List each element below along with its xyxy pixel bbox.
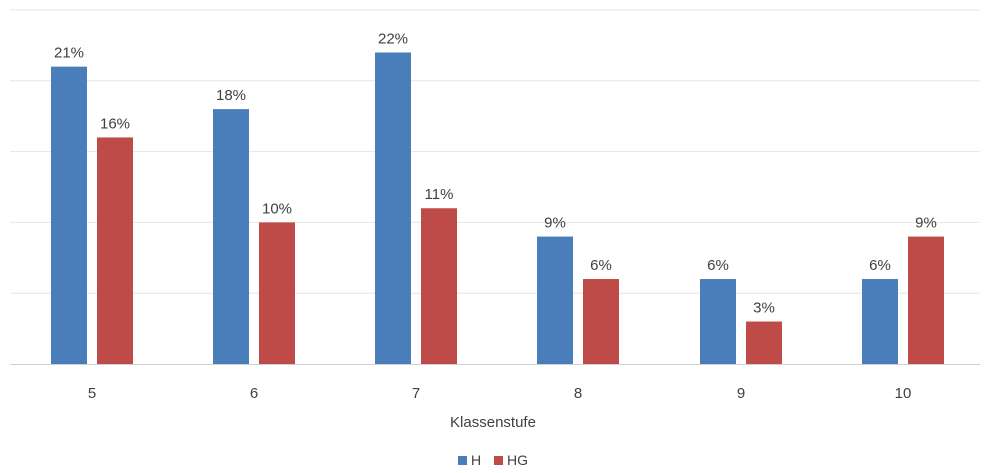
bar-hg-5	[97, 137, 133, 364]
data-labels: 21% 16% 18% 10% 22% 11% 9% 6% 6% 3% 6% 9%	[54, 30, 937, 316]
legend: H HG	[458, 452, 528, 468]
bar-h-6	[213, 109, 249, 365]
bar-h-5	[51, 66, 87, 364]
data-label-h-8: 9%	[544, 215, 566, 232]
bar-h-8	[537, 236, 573, 364]
x-tick-labels: 5 6 7 8 9 10	[88, 385, 912, 402]
x-tick-label: 6	[250, 385, 258, 402]
bar-hg-6	[259, 222, 295, 364]
data-label-hg-7: 11%	[425, 186, 454, 203]
x-tick-label: 10	[895, 385, 912, 402]
bar-hg-7	[421, 208, 457, 364]
x-tick-label: 8	[574, 385, 582, 402]
legend-swatch-h	[458, 456, 467, 465]
x-tick-label: 9	[737, 385, 745, 402]
legend-swatch-hg	[494, 456, 503, 465]
bar-hg-9	[746, 321, 782, 364]
bars	[51, 52, 944, 365]
x-tick-label: 5	[88, 385, 96, 402]
data-label-h-6: 18%	[216, 87, 246, 104]
bar-hg-8	[583, 279, 619, 364]
x-axis-title: Klassenstufe	[450, 414, 536, 431]
bar-h-10	[862, 279, 898, 364]
legend-label-hg: HG	[507, 452, 528, 468]
data-label-hg-9: 3%	[753, 300, 775, 317]
gridlines	[10, 9, 980, 294]
data-label-h-10: 6%	[869, 257, 891, 274]
data-label-h-5: 21%	[54, 45, 84, 62]
bar-hg-10	[908, 236, 944, 364]
data-label-h-7: 22%	[378, 30, 408, 47]
data-label-hg-8: 6%	[590, 257, 612, 274]
data-label-hg-6: 10%	[262, 200, 292, 217]
data-label-hg-10: 9%	[915, 215, 937, 232]
bar-h-7	[375, 52, 411, 364]
x-tick-label: 7	[412, 385, 420, 402]
bar-h-9	[700, 279, 736, 364]
data-label-h-9: 6%	[707, 257, 729, 274]
legend-label-h: H	[471, 452, 481, 468]
data-label-hg-5: 16%	[100, 115, 130, 132]
